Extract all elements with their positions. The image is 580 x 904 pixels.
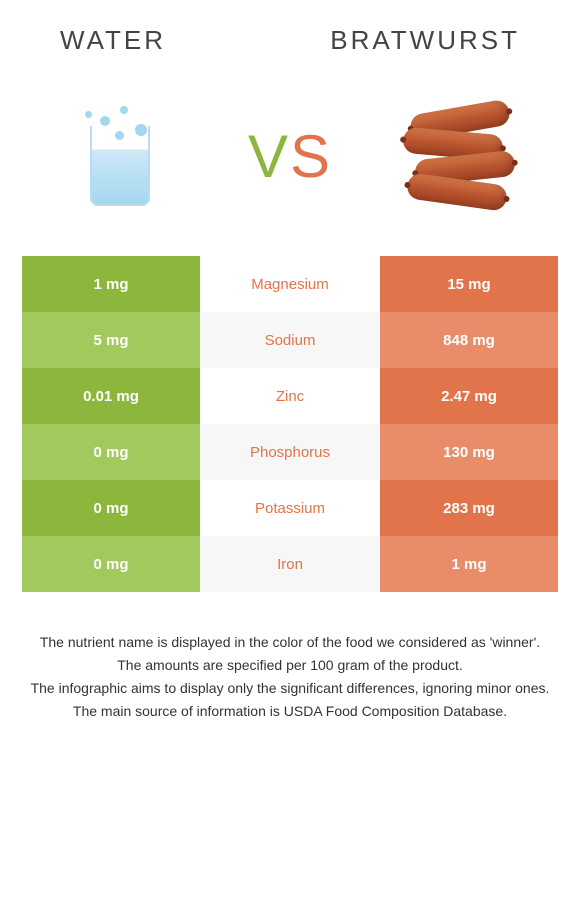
right-value-cell: 848 mg (380, 312, 558, 368)
nutrient-label-cell: Potassium (200, 480, 380, 536)
left-value-cell: 5 mg (22, 312, 200, 368)
left-value-cell: 0.01 mg (22, 368, 200, 424)
table-row: 0 mgIron1 mg (22, 536, 558, 592)
table-row: 0 mgPotassium283 mg (22, 480, 558, 536)
vs-s-letter: S (290, 123, 332, 190)
vs-v-letter: V (248, 123, 290, 190)
nutrient-label-cell: Iron (200, 536, 380, 592)
right-value-cell: 1 mg (380, 536, 558, 592)
water-glass-icon (50, 86, 190, 226)
footnote-line: The nutrient name is displayed in the co… (20, 632, 560, 653)
left-food-title: Water (60, 25, 166, 56)
right-value-cell: 2.47 mg (380, 368, 558, 424)
table-row: 0.01 mgZinc2.47 mg (22, 368, 558, 424)
nutrient-label-cell: Phosphorus (200, 424, 380, 480)
nutrient-label-cell: Zinc (200, 368, 380, 424)
header: Water Bratwurst (0, 0, 580, 66)
right-value-cell: 130 mg (380, 424, 558, 480)
left-value-cell: 1 mg (22, 256, 200, 312)
footnotes: The nutrient name is displayed in the co… (0, 592, 580, 722)
bratwurst-icon (390, 86, 530, 226)
images-row: VS (0, 66, 580, 256)
left-value-cell: 0 mg (22, 424, 200, 480)
right-food-title: Bratwurst (330, 25, 520, 56)
vs-label: VS (248, 122, 332, 191)
nutrient-label-cell: Magnesium (200, 256, 380, 312)
table-row: 0 mgPhosphorus130 mg (22, 424, 558, 480)
table-row: 1 mgMagnesium15 mg (22, 256, 558, 312)
footnote-line: The amounts are specified per 100 gram o… (20, 655, 560, 676)
left-value-cell: 0 mg (22, 480, 200, 536)
nutrient-label-cell: Sodium (200, 312, 380, 368)
comparison-table: 1 mgMagnesium15 mg5 mgSodium848 mg0.01 m… (22, 256, 558, 592)
table-row: 5 mgSodium848 mg (22, 312, 558, 368)
left-value-cell: 0 mg (22, 536, 200, 592)
footnote-line: The infographic aims to display only the… (20, 678, 560, 699)
right-value-cell: 283 mg (380, 480, 558, 536)
footnote-line: The main source of information is USDA F… (20, 701, 560, 722)
right-value-cell: 15 mg (380, 256, 558, 312)
